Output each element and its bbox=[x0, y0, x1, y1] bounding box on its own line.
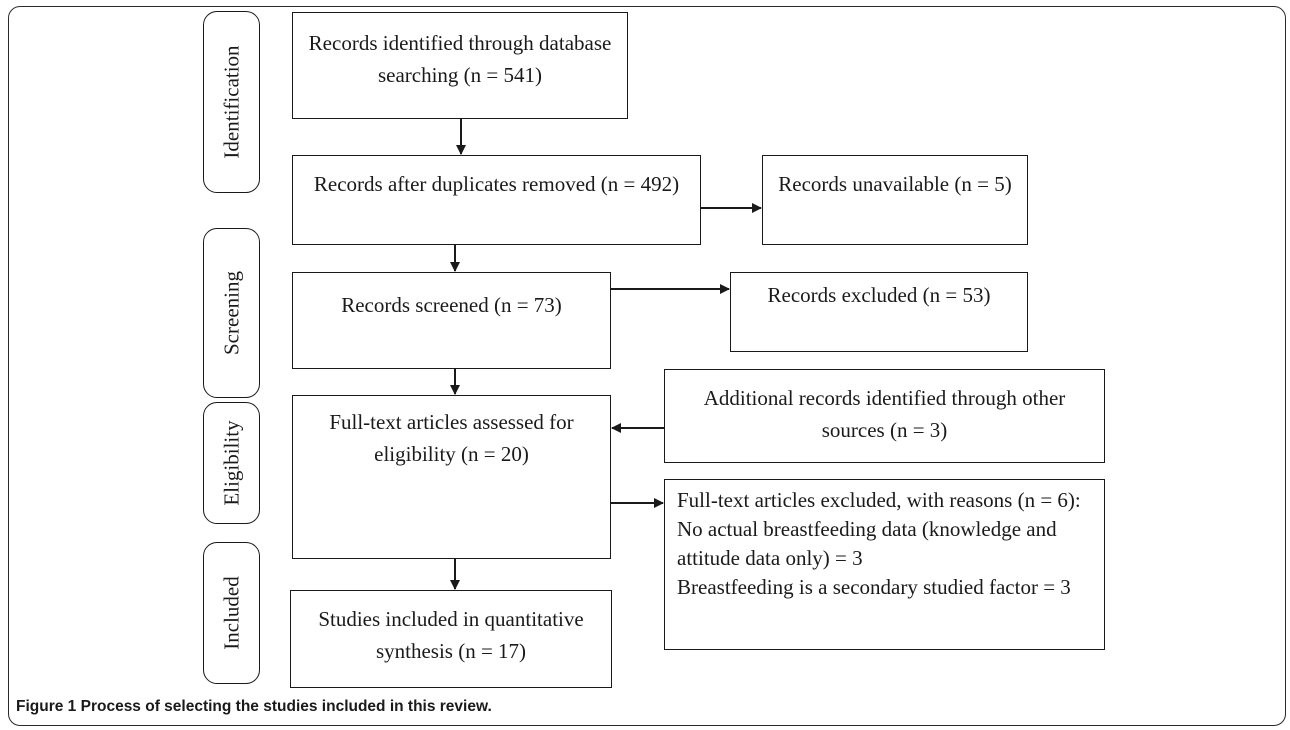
screened-box: Records screened (n = 73) bbox=[292, 272, 611, 369]
after-duplicates-box: Records after duplicates removed (n = 49… bbox=[292, 155, 701, 245]
included-studies-text: Studies included in quantitative synthes… bbox=[318, 607, 584, 663]
stage-identification: Identification bbox=[203, 11, 260, 193]
figure-caption: Figure 1 Process of selecting the studie… bbox=[16, 698, 492, 716]
figure-caption-label: Figure 1 bbox=[16, 698, 77, 715]
stage-identification-label: Identification bbox=[219, 45, 243, 159]
stage-eligibility-label: Eligibility bbox=[219, 420, 243, 506]
excluded-reasons-box: Full-text articles excluded, with reason… bbox=[664, 479, 1105, 650]
figure-caption-text: Process of selecting the studies include… bbox=[80, 698, 492, 715]
excluded-reasons-line2: Breastfeeding is a secondary studied fac… bbox=[677, 575, 1071, 599]
stage-included: Included bbox=[203, 542, 260, 684]
additional-records-box: Additional records identified through ot… bbox=[664, 369, 1105, 463]
stage-screening: Screening bbox=[203, 228, 260, 398]
records-identified-box: Records identified through database sear… bbox=[292, 12, 628, 119]
full-text-box: Full-text articles assessed for eligibil… bbox=[292, 395, 611, 559]
excluded-reasons-line1: Full-text articles excluded, with reason… bbox=[677, 488, 1081, 570]
after-duplicates-text: Records after duplicates removed (n = 49… bbox=[313, 172, 680, 196]
stage-screening-label: Screening bbox=[219, 271, 243, 355]
excluded-text: Records excluded (n = 53) bbox=[767, 283, 991, 307]
stage-eligibility: Eligibility bbox=[203, 402, 260, 524]
included-studies-box: Studies included in quantitative synthes… bbox=[290, 590, 612, 688]
screened-text: Records screened (n = 73) bbox=[341, 293, 562, 317]
unavailable-box: Records unavailable (n = 5) bbox=[762, 155, 1028, 245]
unavailable-text: Records unavailable (n = 5) bbox=[778, 172, 1012, 196]
excluded-box: Records excluded (n = 53) bbox=[730, 272, 1028, 352]
records-identified-text: Records identified through database sear… bbox=[308, 31, 612, 87]
stage-included-label: Included bbox=[219, 576, 243, 650]
full-text-text: Full-text articles assessed for eligibil… bbox=[329, 410, 574, 466]
additional-records-text: Additional records identified through ot… bbox=[703, 386, 1066, 442]
figure-frame bbox=[8, 6, 1286, 726]
